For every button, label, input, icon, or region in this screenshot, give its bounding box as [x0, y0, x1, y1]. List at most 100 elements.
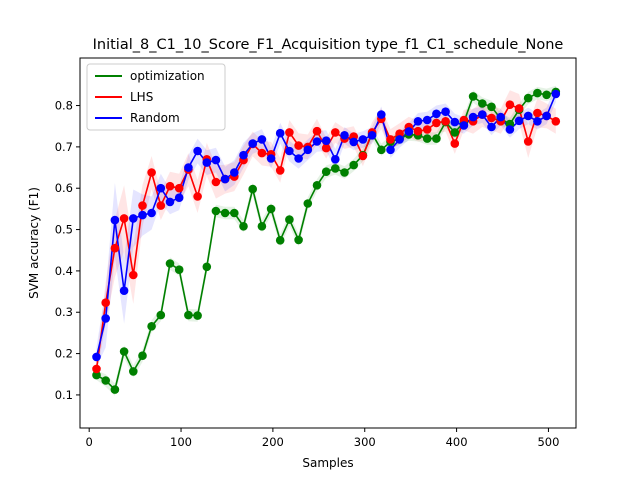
legend-label-random: Random [130, 111, 180, 125]
optimization-point [533, 88, 542, 98]
random-point [514, 116, 524, 126]
random-point [542, 111, 551, 121]
random-point [101, 314, 110, 323]
lhs-point [165, 181, 175, 191]
lhs-point [523, 137, 533, 146]
optimization-point [211, 206, 221, 216]
optimization-point [450, 128, 460, 137]
lhs-point [211, 177, 221, 187]
lhs-point [312, 126, 322, 136]
y-tick-label: 0.8 [55, 99, 73, 113]
random-point [404, 127, 414, 136]
random-point [220, 174, 230, 184]
optimization-point [349, 160, 359, 170]
random-point [478, 110, 487, 119]
optimization-point [92, 370, 101, 380]
y-tick-label: 0.7 [55, 140, 73, 154]
random-point [156, 183, 166, 193]
random-point [367, 131, 377, 140]
lhs-point [432, 118, 441, 128]
x-axis-label: Samples [302, 456, 353, 470]
optimization-point [422, 134, 432, 143]
random-point [110, 215, 120, 225]
random-point [450, 117, 460, 127]
random-point [92, 352, 101, 362]
lhs-point [101, 298, 110, 308]
random-point [551, 89, 561, 99]
lhs-point [110, 243, 120, 253]
plot-frame [79, 57, 577, 429]
x-tick-label: 300 [354, 435, 376, 449]
random-point [202, 158, 212, 167]
lhs-point [514, 104, 524, 113]
optimization-point [285, 215, 294, 224]
optimization-point [101, 376, 110, 385]
lhs-point [321, 143, 331, 153]
random-point [248, 139, 257, 148]
lhs-point [331, 128, 340, 137]
random-point [340, 131, 349, 140]
random-point [285, 146, 294, 156]
y-tick-label: 0.1 [55, 388, 73, 402]
y-tick-label: 0.3 [55, 305, 73, 319]
y-tick-label: 0.2 [55, 347, 73, 361]
optimization-point [331, 164, 340, 173]
random-point [165, 197, 175, 207]
random-point [174, 193, 184, 202]
random-point [211, 155, 221, 165]
y-tick-label: 0.4 [55, 264, 73, 278]
optimization-point [193, 311, 202, 320]
optimization-point [248, 184, 257, 194]
lhs-point [257, 148, 267, 158]
random-point [184, 163, 193, 172]
x-tick-label: 400 [446, 435, 468, 449]
optimization-point [257, 222, 267, 231]
random-point [496, 112, 506, 122]
random-point [275, 128, 285, 138]
lhs-point [505, 100, 515, 109]
random-point [422, 115, 432, 125]
y-tick-label: 0.6 [55, 181, 73, 195]
optimization-point [174, 265, 184, 275]
random-point [358, 135, 368, 144]
optimization-point [147, 322, 156, 331]
optimization-point [239, 222, 248, 231]
random-point [468, 112, 478, 122]
optimization-point [432, 134, 441, 143]
random-point [459, 121, 469, 130]
lhs-point [174, 183, 184, 193]
lhs-point [156, 201, 166, 210]
random-point [321, 136, 331, 145]
random-point [266, 154, 276, 163]
series-points [92, 87, 561, 394]
legend: optimization LHS Random [86, 63, 226, 131]
optimization-point [220, 208, 230, 218]
random-point [230, 168, 239, 177]
optimization-point [119, 347, 129, 356]
random-point [331, 155, 340, 164]
optimization-point [478, 99, 487, 108]
chart-title: Initial_8_C1_10_Score_F1_Acquisition typ… [93, 37, 564, 53]
random-point [138, 210, 147, 220]
optimization-point [129, 367, 138, 376]
lhs-point [119, 214, 129, 223]
x-axis-ticks: 0 100 200 300 400 500 [86, 428, 559, 449]
random-point [119, 286, 129, 296]
lhs-point [193, 192, 202, 201]
optimization-point [138, 351, 147, 361]
x-tick-label: 100 [170, 435, 192, 449]
random-point [386, 145, 395, 155]
optimization-point [156, 310, 166, 320]
random-point [441, 107, 450, 116]
lhs-point [285, 128, 294, 137]
legend-label-optimization: optimization [130, 69, 205, 83]
optimization-point [266, 204, 276, 214]
optimization-point [165, 259, 175, 268]
lhs-point [129, 270, 138, 280]
lhs-point [487, 113, 496, 123]
optimization-point [468, 92, 478, 101]
optimization-point [184, 310, 193, 320]
optimization-point [230, 208, 239, 218]
random-point [533, 117, 542, 126]
